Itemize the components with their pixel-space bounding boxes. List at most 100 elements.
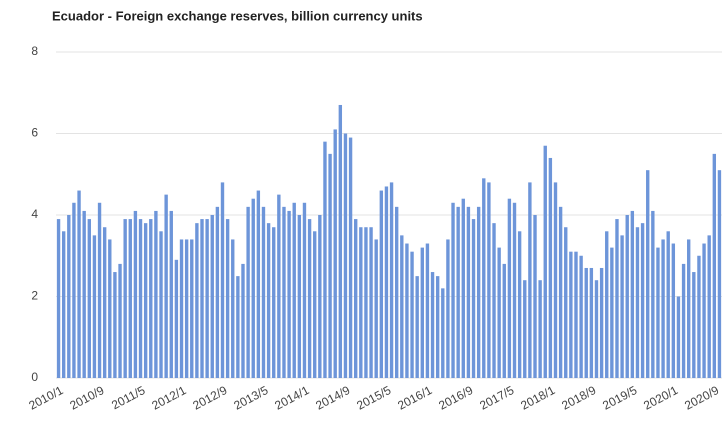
bar [640, 223, 645, 378]
bar [646, 170, 650, 378]
bar [446, 239, 450, 378]
bar [430, 272, 435, 378]
bar [492, 223, 496, 378]
bar [272, 227, 276, 378]
bar [338, 104, 343, 378]
x-tick-label: 2020/1 [641, 383, 680, 413]
bar [558, 206, 563, 378]
bar [692, 272, 696, 378]
bar [697, 255, 701, 378]
bar [707, 235, 711, 378]
bar [210, 215, 214, 378]
x-tick-label: 2016/9 [436, 383, 475, 413]
bar [348, 137, 353, 378]
bar [287, 210, 291, 378]
bar [456, 206, 460, 378]
bar [517, 231, 522, 378]
bar [200, 219, 204, 378]
bar [195, 223, 199, 378]
bar [82, 210, 86, 378]
x-tick-label: 2020/9 [682, 383, 721, 413]
bar [333, 129, 337, 378]
bar [133, 210, 138, 378]
bar [113, 272, 117, 378]
bar [656, 247, 660, 378]
bar [256, 190, 261, 378]
bar [72, 202, 76, 378]
bar [261, 206, 266, 378]
bar [615, 219, 619, 378]
bar [190, 239, 194, 378]
bar [661, 239, 665, 378]
bar [630, 210, 635, 378]
bar [569, 251, 573, 378]
bar [292, 202, 296, 378]
y-tick-label: 2 [31, 289, 38, 303]
x-tick-label: 2013/5 [231, 383, 270, 413]
bar [605, 231, 609, 378]
bar [466, 206, 471, 378]
bar [538, 280, 542, 378]
bar [328, 153, 332, 378]
bar [169, 210, 173, 378]
bar [482, 178, 486, 378]
bar [164, 194, 168, 378]
bar [635, 227, 640, 378]
bar [528, 182, 532, 378]
x-tick-label: 2018/9 [559, 383, 598, 413]
bar [56, 219, 61, 378]
bar [318, 215, 322, 378]
bar [620, 235, 624, 378]
bar [369, 227, 373, 378]
bar [61, 231, 66, 378]
bar [174, 259, 179, 378]
y-tick-label: 6 [31, 126, 38, 140]
bar [282, 206, 286, 378]
bar [425, 243, 430, 378]
bar [128, 219, 132, 378]
bar [354, 219, 358, 378]
bar [676, 296, 681, 378]
bar [435, 276, 440, 378]
bar [507, 198, 512, 378]
bar [441, 288, 445, 378]
bar [548, 157, 553, 378]
bar [154, 210, 158, 378]
bar [610, 247, 614, 378]
bar [277, 194, 281, 378]
bar [118, 263, 122, 378]
bar [712, 153, 717, 378]
bar [149, 219, 153, 378]
y-tick-label: 8 [31, 44, 38, 58]
bar [184, 239, 189, 378]
bar [179, 239, 184, 378]
bar [687, 239, 691, 378]
bar [471, 219, 476, 378]
bar [241, 263, 245, 378]
y-tick-label: 4 [31, 207, 38, 221]
bar [497, 247, 501, 378]
bar [400, 235, 404, 378]
bar [251, 198, 255, 378]
bar [266, 223, 271, 378]
bar [379, 190, 384, 378]
bar [231, 239, 235, 378]
bar [625, 215, 629, 378]
bar [702, 243, 706, 378]
bar [97, 202, 102, 378]
bar [487, 182, 491, 378]
x-tick-label: 2016/1 [395, 383, 434, 413]
x-tick-label: 2017/5 [477, 383, 516, 413]
bar [451, 202, 455, 378]
x-tick-label: 2010/9 [67, 383, 106, 413]
bar [389, 182, 394, 378]
bar [302, 202, 307, 378]
x-tick-label: 2018/1 [518, 383, 557, 413]
bar [374, 239, 378, 378]
bar [717, 170, 722, 378]
bar [420, 247, 424, 378]
chart-title: Ecuador - Foreign exchange reserves, bil… [52, 8, 423, 23]
bar [102, 227, 107, 378]
x-tick-label: 2014/1 [272, 383, 311, 413]
